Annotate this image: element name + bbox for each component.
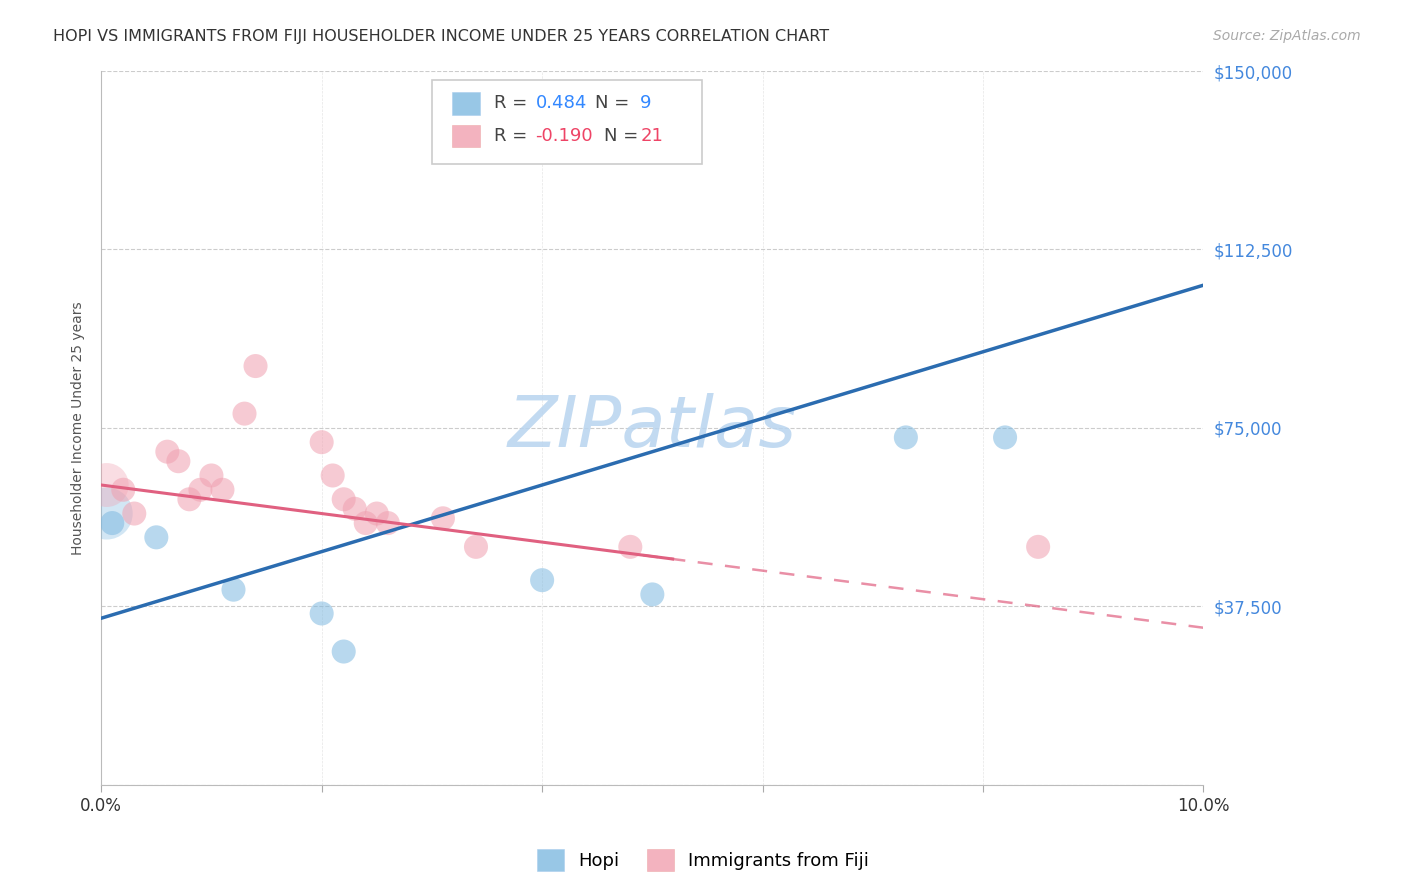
Point	[641, 587, 664, 601]
FancyBboxPatch shape	[451, 92, 481, 114]
Point	[211, 483, 233, 497]
Y-axis label: Householder Income Under 25 years: Householder Income Under 25 years	[72, 301, 86, 555]
Point	[156, 444, 179, 458]
Point	[531, 573, 554, 587]
Point	[619, 540, 641, 554]
Text: N =: N =	[595, 95, 636, 112]
Text: -0.190: -0.190	[536, 127, 593, 145]
Point	[343, 501, 366, 516]
Text: ZIPatlas: ZIPatlas	[508, 393, 797, 462]
Point	[366, 507, 388, 521]
FancyBboxPatch shape	[432, 80, 702, 164]
Text: R =: R =	[494, 95, 533, 112]
Point	[354, 516, 377, 530]
Point	[894, 430, 917, 444]
Point	[311, 435, 333, 450]
Point	[112, 483, 135, 497]
Point	[101, 516, 124, 530]
Point	[124, 507, 146, 521]
Text: R =: R =	[494, 127, 533, 145]
Text: 21: 21	[640, 127, 664, 145]
Text: 9: 9	[640, 95, 652, 112]
Point	[96, 507, 118, 521]
Point	[96, 478, 118, 492]
Text: N =: N =	[603, 127, 644, 145]
Point	[322, 468, 344, 483]
Legend: Hopi, Immigrants from Fiji: Hopi, Immigrants from Fiji	[530, 842, 876, 879]
Point	[332, 644, 354, 658]
Point	[311, 607, 333, 621]
Point	[245, 359, 267, 373]
Text: Source: ZipAtlas.com: Source: ZipAtlas.com	[1213, 29, 1361, 43]
Point	[994, 430, 1017, 444]
Text: HOPI VS IMMIGRANTS FROM FIJI HOUSEHOLDER INCOME UNDER 25 YEARS CORRELATION CHART: HOPI VS IMMIGRANTS FROM FIJI HOUSEHOLDER…	[53, 29, 830, 44]
Point	[465, 540, 488, 554]
Point	[200, 468, 222, 483]
Point	[179, 492, 201, 507]
Text: 0.484: 0.484	[536, 95, 586, 112]
Point	[222, 582, 245, 597]
Point	[1026, 540, 1049, 554]
FancyBboxPatch shape	[451, 125, 481, 147]
Point	[145, 530, 167, 544]
Point	[167, 454, 190, 468]
Point	[332, 492, 354, 507]
Point	[233, 407, 256, 421]
Point	[377, 516, 399, 530]
Point	[432, 511, 454, 525]
Point	[190, 483, 212, 497]
